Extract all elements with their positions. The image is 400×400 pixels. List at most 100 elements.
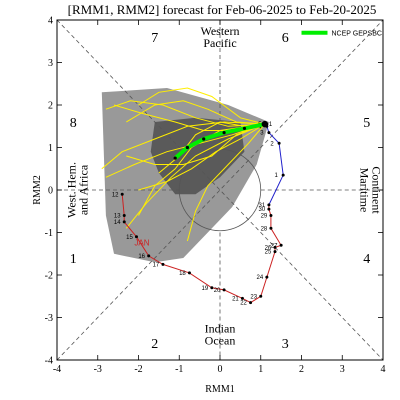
- y-tick-label: 2: [48, 101, 53, 112]
- observed-day-label: 14: [114, 220, 121, 226]
- ensemble-member-track: [138, 87, 265, 125]
- phase-label: 5: [363, 116, 370, 131]
- observed-day-label: 1: [274, 173, 278, 179]
- x-tick-label: -1: [175, 364, 183, 375]
- x-tick-label: 3: [340, 364, 345, 375]
- ensemble-member-track: [138, 123, 265, 216]
- observed-point: [187, 271, 191, 275]
- observed-point: [120, 192, 124, 196]
- observed-point: [249, 301, 253, 305]
- phase-label: 7: [151, 31, 158, 46]
- observed-point: [267, 131, 271, 135]
- observed-track-january: [121, 194, 282, 304]
- observed-day-label: 25: [265, 250, 272, 256]
- region-label: Maritime: [358, 168, 372, 213]
- ensemble-mean-point: [185, 145, 189, 150]
- ensemble-mean-point: [173, 156, 177, 160]
- y-tick-label: -3: [45, 313, 53, 324]
- phase-label: 4: [363, 252, 370, 267]
- ensemble-member-track: [126, 100, 265, 125]
- x-tick-label: 1: [258, 364, 263, 375]
- observed-point: [240, 296, 244, 300]
- phase-label: 6: [282, 31, 289, 46]
- x-axis-label: RMM1: [205, 384, 234, 395]
- y-tick-label: 1: [48, 143, 53, 154]
- observed-point: [269, 214, 273, 217]
- y-tick-label: 3: [48, 58, 53, 69]
- observed-point: [122, 220, 126, 224]
- ensemble-member-track: [138, 123, 266, 191]
- ensemble-member-track: [126, 123, 265, 165]
- diagonal-guide-2: [56, 19, 384, 361]
- region-label: and Africa: [76, 164, 90, 215]
- observed-day-label: 21: [232, 296, 239, 302]
- ensemble-member-track: [101, 121, 265, 170]
- observed-day-label: 4: [258, 124, 262, 130]
- x-tick-label: 2: [299, 364, 304, 375]
- observed-point: [134, 235, 138, 239]
- region-label: Indian: [205, 321, 236, 335]
- observed-day-label: 13: [114, 214, 121, 220]
- observed-point: [269, 226, 273, 230]
- observed-day-label: 28: [261, 226, 268, 232]
- forecast-start-marker: [261, 120, 269, 128]
- observed-point: [273, 245, 277, 249]
- chart-title: [RMM1, RMM2] forecast for Feb-06-2025 to…: [68, 2, 377, 17]
- x-tick-label: -3: [94, 364, 102, 375]
- observed-point: [122, 214, 126, 217]
- ensemble-mean-line: [173, 122, 266, 160]
- phase-label: 8: [70, 116, 77, 131]
- observed-day-label: 19: [202, 286, 209, 292]
- observed-day-label: 12: [112, 192, 119, 198]
- observed-day-label: 29: [261, 214, 268, 220]
- x-tick-label: 4: [381, 364, 386, 375]
- phase-label: 3: [282, 337, 289, 352]
- region-label: Continent: [370, 166, 384, 214]
- y-tick-label: -2: [45, 271, 53, 282]
- y-tick-label: 4: [48, 16, 53, 27]
- observed-day-label: 18: [179, 271, 186, 277]
- observed-day-label: 31: [259, 203, 266, 209]
- observed-day-label: 27: [271, 243, 278, 249]
- observed-point: [161, 262, 165, 266]
- observed-point: [277, 141, 281, 145]
- observed-point: [147, 254, 151, 258]
- observed-point: [267, 203, 271, 207]
- observed-day-label: 20: [214, 288, 221, 294]
- observed-point: [222, 288, 226, 292]
- observed-point: [265, 275, 269, 279]
- y-axis-label: RMM2: [32, 175, 43, 204]
- y-tick-label: -4: [45, 356, 53, 367]
- observed-point: [273, 250, 277, 254]
- observed-day-label: 24: [257, 275, 264, 281]
- observed-day-label: 16: [138, 254, 145, 260]
- observed-day-label: 23: [250, 294, 257, 300]
- observed-day-label: 2: [270, 141, 274, 147]
- diagonal-guide-1: [56, 19, 384, 361]
- observed-day-label: 30: [259, 207, 266, 213]
- observed-day-label: 17: [153, 262, 160, 268]
- observed-day-label: 15: [126, 235, 133, 241]
- ensemble-mean-point: [202, 137, 206, 141]
- observed-point: [281, 173, 285, 177]
- x-tick-label: -4: [53, 364, 61, 375]
- ensemble-member-track: [186, 123, 266, 242]
- observed-point: [279, 243, 283, 247]
- observed-point: [267, 207, 271, 211]
- y-tick-label: -1: [45, 228, 53, 239]
- month-label: JAN: [134, 238, 149, 247]
- x-tick-label: 0: [218, 364, 223, 375]
- observed-day-label: 26: [265, 245, 272, 251]
- ensemble-member-track: [105, 100, 265, 127]
- ensemble-mean-point: [242, 126, 247, 130]
- region-label: Ocean: [205, 333, 236, 347]
- phase-label: 2: [151, 337, 158, 352]
- y-tick-label: 0: [48, 186, 53, 197]
- observed-point: [210, 286, 214, 290]
- x-tick-label: -2: [134, 364, 142, 375]
- phase-label: 1: [70, 252, 77, 267]
- observed-day-label: 22: [240, 301, 247, 307]
- region-label: West. Hem.: [64, 162, 78, 218]
